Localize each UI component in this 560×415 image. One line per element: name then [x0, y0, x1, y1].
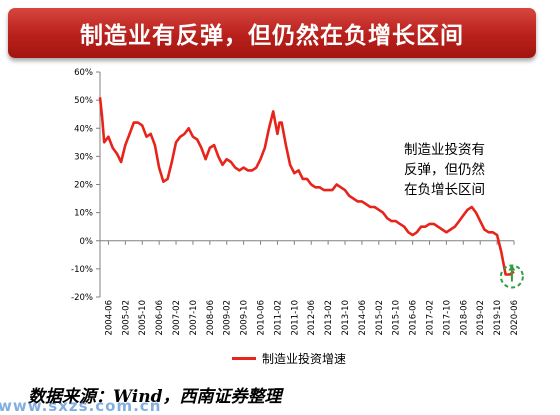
- title-banner: 制造业有反弹，但仍然在负增长区间: [8, 8, 536, 58]
- x-tick-label: 2011-02: [273, 300, 283, 336]
- x-tick-label: 2014-06: [358, 300, 368, 336]
- x-tick-label: 2017-10: [442, 300, 452, 336]
- legend-swatch: [232, 356, 256, 360]
- line-chart: 60% 50% 40% 30% 20% 10% 0% -10% -20% 2004-06 2005…: [71, 68, 524, 336]
- x-tick-label: 2013-10: [341, 300, 351, 336]
- y-tick-label: 30%: [74, 152, 93, 162]
- x-tick-label: 2005-02: [121, 300, 131, 336]
- x-tick-label: 2018-06: [459, 300, 469, 336]
- chart-legend: 制造业投资增速: [232, 350, 346, 366]
- x-tick-label: 2020-06: [510, 300, 520, 336]
- y-tick-label: 20%: [74, 181, 93, 191]
- y-tick-label: 10%: [74, 209, 93, 219]
- y-tick-label: 0%: [80, 237, 94, 247]
- x-tick-label: 2006-06: [155, 300, 165, 336]
- x-tick-label: 2008-06: [206, 300, 216, 336]
- up-arrow-head: [508, 264, 516, 271]
- x-tick-label: 2019-10: [493, 300, 503, 336]
- annotation-line-1: 制造业投资有: [404, 142, 485, 158]
- x-tick-label: 2013-02: [324, 300, 334, 336]
- x-tick-label: 2019-02: [476, 300, 486, 336]
- x-tick-label: 2012-06: [307, 300, 317, 336]
- y-axis-ticks: 60% 50% 40% 30% 20% 10% 0% -10% -20%: [71, 68, 100, 303]
- x-tick-label: 2007-10: [189, 300, 199, 336]
- x-tick-label: 2016-06: [409, 300, 419, 336]
- x-tick-label: 2010-06: [257, 300, 267, 336]
- annotation-line-2: 反弹，但仍然: [404, 162, 485, 178]
- x-tick-label: 2015-02: [375, 300, 385, 336]
- y-tick-label: 40%: [74, 124, 93, 134]
- y-tick-label: 50%: [74, 96, 93, 106]
- watermark: www.sxzs.com.cn: [0, 397, 162, 415]
- x-axis-ticks: 2004-06 2005-02 2005-10 2006-06 2007-02 2007-…: [104, 240, 520, 336]
- chart-annotation: 制造业投资有 反弹，但仍然 在负增长区间: [404, 140, 524, 200]
- source-note: 数据来源：Wind，西南证券整理: [28, 387, 282, 407]
- y-tick-label: -20%: [71, 293, 93, 303]
- x-tick-label: 2009-10: [240, 300, 250, 336]
- y-tick-label: 60%: [74, 68, 93, 78]
- series-layer: [98, 97, 515, 276]
- x-tick-label: 2005-10: [138, 300, 148, 336]
- x-tick-label: 2004-06: [104, 300, 114, 336]
- y-tick-label: -10%: [71, 265, 93, 275]
- x-tick-label: 2015-10: [392, 300, 402, 336]
- chart-title: 制造业有反弹，但仍然在负增长区间: [80, 23, 464, 49]
- x-tick-label: 2011-10: [290, 300, 300, 336]
- highlight-layer: [499, 264, 524, 289]
- series-line: [98, 97, 515, 276]
- x-tick-label: 2017-02: [426, 300, 436, 336]
- annotation-line-3: 在负增长区间: [404, 182, 485, 198]
- x-tick-label: 2009-02: [223, 300, 233, 336]
- legend-label: 制造业投资增速: [262, 351, 347, 366]
- x-tick-label: 2007-02: [172, 300, 182, 336]
